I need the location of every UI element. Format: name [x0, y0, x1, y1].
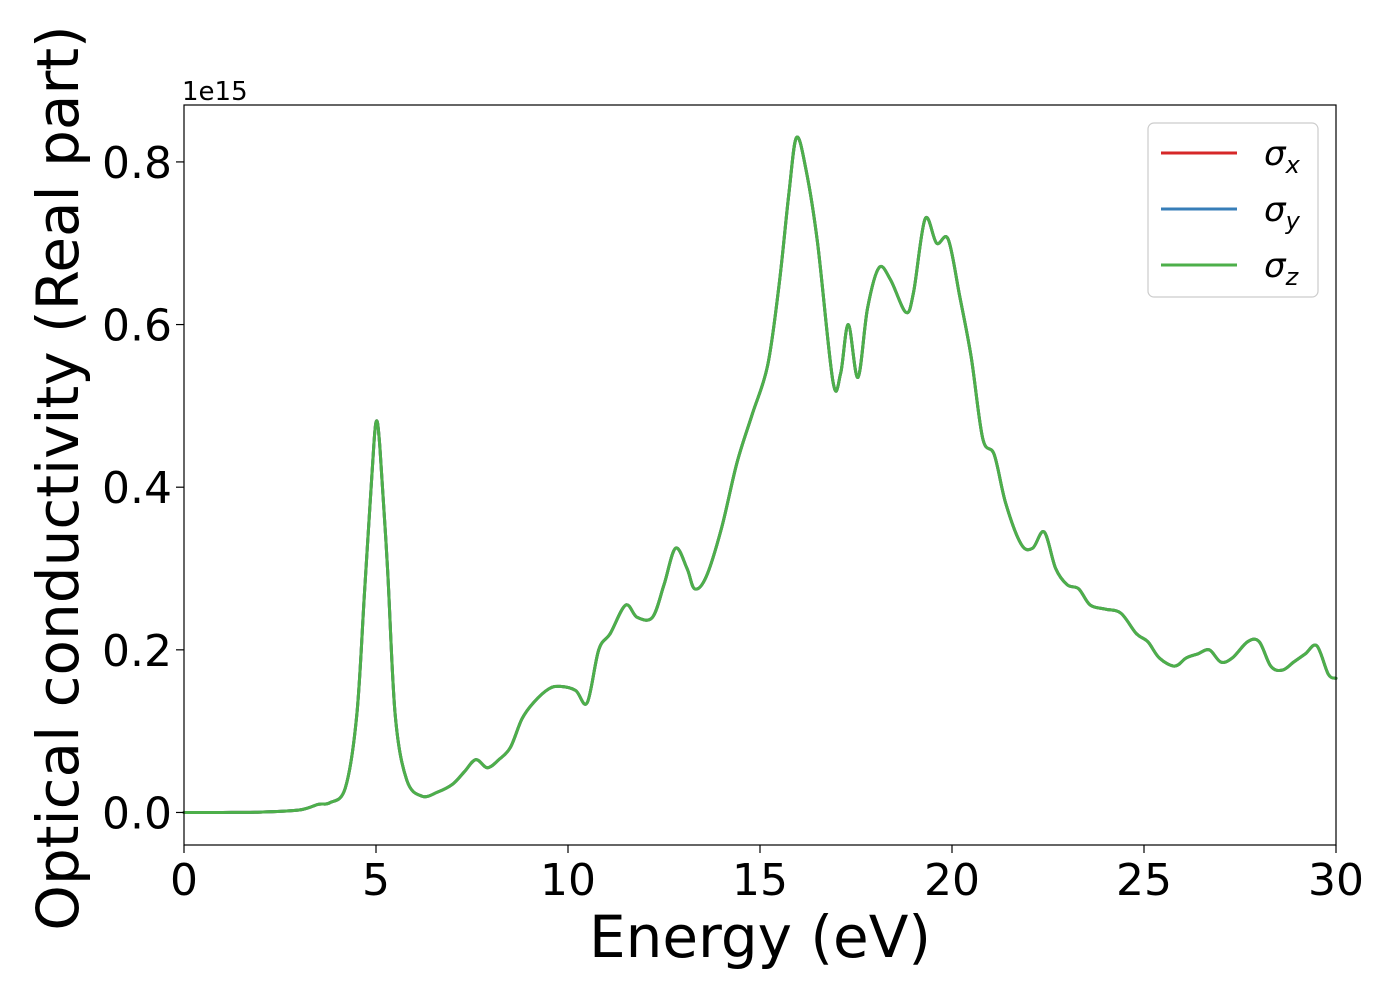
x-tick-label: 5 [362, 855, 390, 906]
plot-lines [182, 135, 1338, 815]
x-axis-ticks: 0 5 10 15 20 25 30 [170, 845, 1364, 906]
y-axis-offset-label: 1e15 [182, 77, 248, 107]
x-tick-label: 30 [1308, 855, 1364, 906]
series-line-z [182, 135, 1338, 815]
y-axis-ticks: 0.0 0.2 0.4 0.6 0.8 [102, 138, 184, 839]
x-axis-label: Energy (eV) [589, 903, 931, 971]
y-tick-label: 0.4 [102, 463, 172, 514]
y-tick-label: 0.8 [102, 138, 172, 189]
y-tick-label: 0.2 [102, 626, 172, 677]
x-tick-label: 0 [170, 855, 198, 906]
y-axis-label: Optical conductivity (Real part) [24, 25, 92, 930]
x-tick-label: 20 [924, 855, 980, 906]
x-tick-label: 15 [732, 855, 788, 906]
x-tick-label: 25 [1116, 855, 1172, 906]
legend-label-x: σx [1264, 134, 1301, 179]
y-tick-label: 0.0 [102, 788, 172, 839]
y-tick-label: 0.6 [102, 301, 172, 352]
legend-label-y: σy [1264, 190, 1301, 235]
x-tick-label: 10 [540, 855, 596, 906]
